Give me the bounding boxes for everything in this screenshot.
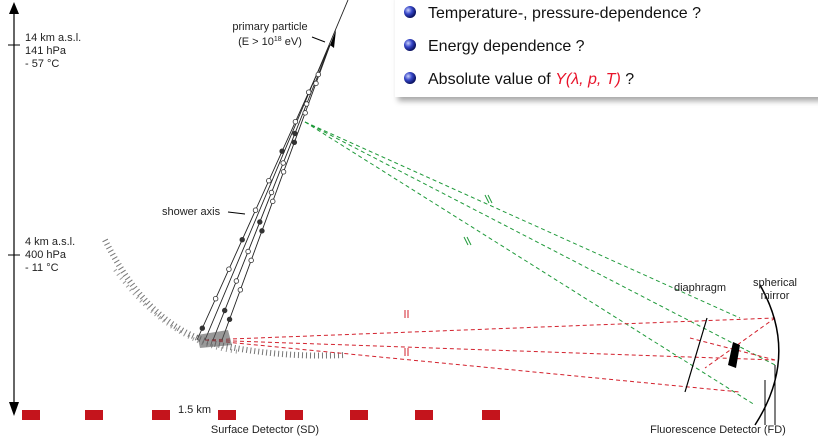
- particle: [237, 287, 244, 293]
- particle: [239, 236, 245, 243]
- particle: [221, 307, 228, 314]
- particle: [303, 101, 310, 107]
- bullet: [404, 39, 416, 51]
- mirror: [754, 284, 780, 426]
- altitude-label: 14 km a.s.l. 141 hPa - 57 °C: [25, 32, 81, 70]
- bullet-text: Absolute value of Y(λ, p, T) ?: [428, 71, 634, 88]
- particle: [233, 278, 240, 284]
- bullet: [404, 6, 416, 18]
- particle: [252, 207, 259, 213]
- surface-detectors: [22, 410, 500, 420]
- particle: [226, 266, 232, 272]
- particle: [279, 148, 285, 154]
- particle: [302, 110, 308, 116]
- particle: [291, 139, 298, 146]
- spacing-label: 1.5 km: [178, 404, 211, 416]
- fd-label: Fluorescence Detector (FD): [650, 424, 786, 436]
- bullet-text: Temperature-, pressure-dependence ?: [428, 5, 701, 22]
- bullet-text: Energy dependence ?: [428, 38, 585, 55]
- particle: [266, 177, 272, 184]
- particle: [212, 296, 219, 302]
- particle: [248, 257, 254, 264]
- particle: [259, 228, 265, 234]
- shower-core: [197, 330, 232, 348]
- shower-axis-label: shower axis: [162, 206, 221, 218]
- particle: [280, 160, 286, 166]
- particle: [257, 219, 263, 225]
- particle: [280, 169, 287, 175]
- light-paths-green: [304, 121, 776, 406]
- primary-label: primary particle: [232, 21, 307, 33]
- parallel-marks: [404, 310, 409, 356]
- parallel-marks: [463, 194, 493, 246]
- particle: [268, 189, 275, 196]
- particle: [292, 118, 299, 125]
- camera: [728, 342, 740, 368]
- bullet-box: [395, 0, 818, 97]
- mirror-label: spherical mirror: [753, 277, 797, 302]
- particle: [306, 89, 312, 95]
- particle: [270, 198, 276, 205]
- primary-energy: (E > 1018 eV): [238, 36, 302, 48]
- sd-label: Surface Detector (SD): [211, 424, 319, 436]
- leader: [227, 211, 246, 215]
- bullet: [404, 72, 416, 84]
- particle: [245, 248, 251, 255]
- leader: [311, 36, 326, 43]
- diaphragm-label: diaphragm: [674, 282, 726, 294]
- particle: [199, 325, 206, 331]
- particle: [292, 130, 298, 137]
- particle: [315, 71, 321, 78]
- shower-axis: [196, 0, 349, 341]
- diaphragm-line: [684, 317, 708, 393]
- particle: [226, 316, 233, 323]
- shower-front: [113, 268, 241, 354]
- altitude-label: 4 km a.s.l. 400 hPa - 11 °C: [25, 236, 75, 274]
- particle: [313, 80, 319, 87]
- primary-arrow: [330, 30, 336, 48]
